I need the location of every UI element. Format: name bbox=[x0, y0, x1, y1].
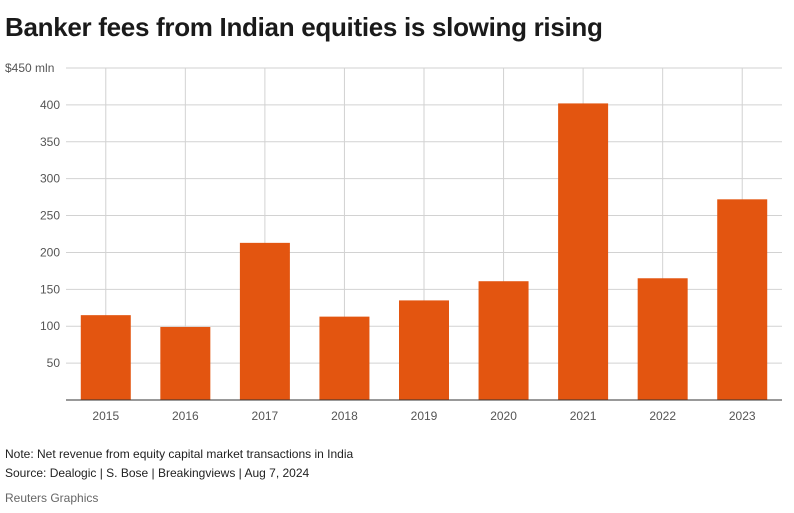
bars bbox=[80, 103, 768, 400]
bar-2023 bbox=[717, 199, 768, 400]
y-tick-label: 100 bbox=[40, 319, 60, 333]
bar-2020 bbox=[478, 281, 529, 400]
axes: 50 100 150 200 250 300 350 400 $450 mln 2015 2016 2… bbox=[5, 61, 782, 423]
y-tick-label: $450 mln bbox=[5, 61, 54, 75]
bar-2021 bbox=[558, 103, 609, 400]
x-tick-label: 2016 bbox=[172, 409, 199, 423]
x-tick-label: 2022 bbox=[649, 409, 676, 423]
bar-2018 bbox=[319, 316, 370, 400]
chart-source: Source: Dealogic | S. Bose | Breakingvie… bbox=[5, 466, 310, 480]
y-tick-label: 250 bbox=[40, 209, 60, 223]
y-tick-label: 200 bbox=[40, 245, 60, 259]
x-tick-label: 2023 bbox=[729, 409, 756, 423]
bar-chart: 50 100 150 200 250 300 350 400 $450 mln 2015 2016 2… bbox=[5, 61, 782, 423]
x-tick-label: 2017 bbox=[252, 409, 279, 423]
chart-title: Banker fees from Indian equities is slow… bbox=[5, 12, 603, 42]
chart-note: Note: Net revenue from equity capital ma… bbox=[5, 447, 354, 461]
x-tick-label: 2015 bbox=[92, 409, 119, 423]
bar-2015 bbox=[80, 315, 131, 400]
chart-credit: Reuters Graphics bbox=[5, 491, 99, 505]
bar-2017 bbox=[239, 242, 290, 400]
y-tick-label: 150 bbox=[40, 282, 60, 296]
bar-2022 bbox=[637, 278, 688, 400]
y-tick-label: 350 bbox=[40, 135, 60, 149]
x-tick-label: 2020 bbox=[490, 409, 517, 423]
y-tick-label: 50 bbox=[47, 356, 61, 370]
x-tick-label: 2019 bbox=[411, 409, 438, 423]
y-tick-label: 300 bbox=[40, 172, 60, 186]
bar-2016 bbox=[160, 326, 211, 400]
x-tick-label: 2021 bbox=[570, 409, 597, 423]
bar-2019 bbox=[399, 300, 449, 400]
x-tick-label: 2018 bbox=[331, 409, 358, 423]
y-tick-label: 400 bbox=[40, 98, 60, 112]
